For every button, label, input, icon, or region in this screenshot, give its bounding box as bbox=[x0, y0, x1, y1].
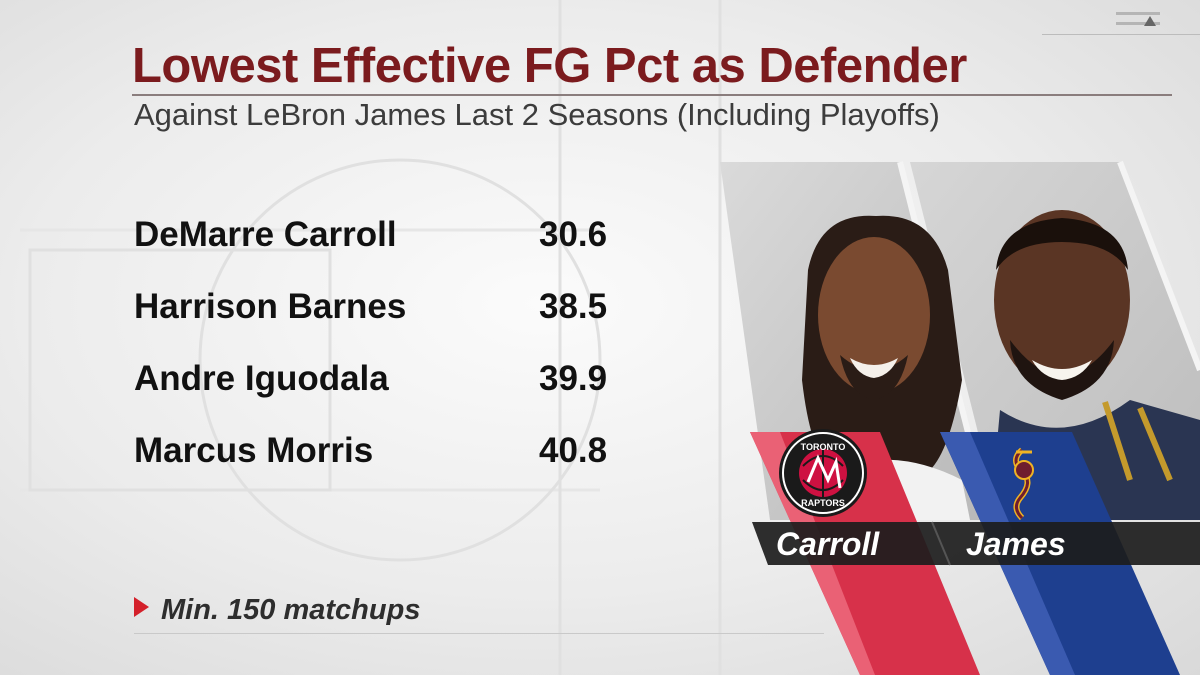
footnote-rule bbox=[134, 633, 824, 634]
player-graphic: TORONTO RAPTORS Carroll James bbox=[720, 160, 1200, 675]
title-divider bbox=[132, 94, 1172, 96]
logo-text-bottom: RAPTORS bbox=[801, 498, 845, 508]
cavaliers-logo bbox=[1013, 447, 1034, 521]
top-rule bbox=[1042, 34, 1200, 35]
player-name: Harrison Barnes bbox=[134, 287, 407, 326]
player-value: 40.8 bbox=[539, 431, 608, 470]
page-title: Lowest Effective FG Pct as Defender bbox=[132, 39, 967, 93]
player-value: 39.9 bbox=[539, 359, 608, 398]
list-item: Harrison Barnes 38.5 bbox=[134, 287, 654, 359]
player-name: Andre Iguodala bbox=[134, 359, 389, 398]
footnote: Min. 150 matchups bbox=[134, 594, 420, 627]
list-item: Andre Iguodala 39.9 bbox=[134, 359, 654, 431]
player-name: DeMarre Carroll bbox=[134, 215, 397, 254]
james-photo bbox=[990, 210, 1200, 520]
caret-up-icon bbox=[1144, 16, 1156, 26]
footnote-text: Min. 150 matchups bbox=[161, 594, 421, 626]
right-player-label: James bbox=[966, 526, 1066, 562]
page-subtitle: Against LeBron James Last 2 Seasons (Inc… bbox=[134, 97, 940, 132]
raptors-logo: TORONTO RAPTORS bbox=[779, 429, 867, 517]
player-value: 30.6 bbox=[539, 215, 608, 254]
player-value: 38.5 bbox=[539, 287, 608, 326]
play-arrow-icon bbox=[134, 597, 149, 617]
list-item: DeMarre Carroll 30.6 bbox=[134, 215, 654, 287]
list-item: Marcus Morris 40.8 bbox=[134, 431, 654, 503]
player-name: Marcus Morris bbox=[134, 431, 374, 470]
menu-lines-icon bbox=[1116, 12, 1160, 32]
stats-list: DeMarre Carroll 30.6 Harrison Barnes 38.… bbox=[134, 215, 654, 503]
left-player-label: Carroll bbox=[776, 526, 880, 562]
name-bar bbox=[752, 522, 1200, 565]
logo-text-top: TORONTO bbox=[801, 442, 846, 452]
